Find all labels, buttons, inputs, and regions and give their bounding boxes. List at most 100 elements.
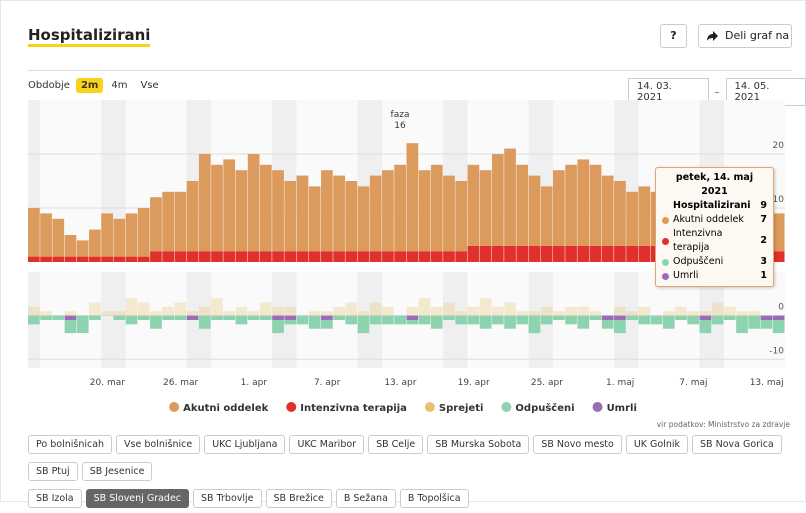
x-tick-label: 20. mar: [90, 378, 125, 388]
bar: [651, 316, 663, 325]
bar: [590, 165, 602, 246]
x-tick-label: 7. maj: [679, 378, 707, 388]
filter-button[interactable]: SB Murska Sobota: [427, 435, 529, 454]
bar: [211, 165, 223, 251]
legend-marker: [286, 402, 296, 412]
bar: [40, 257, 52, 262]
filter-button[interactable]: SB Ptuj: [28, 462, 78, 481]
bar: [590, 311, 602, 315]
bar: [248, 154, 260, 251]
bar: [236, 316, 248, 325]
bar: [455, 316, 467, 325]
filter-button[interactable]: UK Golnik: [626, 435, 688, 454]
bar: [565, 307, 577, 316]
bar: [65, 320, 77, 333]
filter-button[interactable]: B Sežana: [336, 489, 396, 508]
bar: [382, 251, 394, 262]
bar: [150, 311, 162, 315]
bar: [321, 311, 333, 315]
bar: [260, 165, 272, 251]
bar: [309, 311, 321, 315]
bar: [602, 246, 614, 262]
bar: [358, 186, 370, 251]
bar: [443, 303, 455, 316]
bar: [431, 307, 443, 316]
bar: [736, 311, 748, 315]
bar: [394, 251, 406, 262]
bar: [272, 307, 284, 316]
bar: [211, 316, 223, 320]
y-tick-label: 0: [778, 303, 784, 313]
bar: [748, 311, 760, 315]
bar: [175, 192, 187, 251]
bar: [138, 208, 150, 257]
filter-button[interactable]: UKC Maribor: [289, 435, 364, 454]
x-tick-label: 7. apr: [314, 378, 341, 388]
bar: [614, 320, 626, 333]
bar: [77, 240, 89, 256]
bar: [492, 316, 504, 325]
bar: [504, 303, 516, 316]
bar: [773, 251, 785, 262]
filter-button[interactable]: Po bolnišnicah: [28, 435, 112, 454]
filter-button[interactable]: SB Izola: [28, 489, 82, 508]
tooltip-dot: [662, 217, 669, 224]
bar: [211, 251, 223, 262]
bar: [492, 246, 504, 262]
bar: [370, 251, 382, 262]
bar: [113, 257, 125, 262]
bar: [52, 257, 64, 262]
bar: [468, 165, 480, 246]
tooltip-value: 2: [760, 234, 767, 248]
legend-marker: [501, 402, 511, 412]
bar: [700, 316, 712, 320]
filter-button[interactable]: Vse bolnišnice: [116, 435, 200, 454]
filter-button[interactable]: SB Novo mesto: [533, 435, 622, 454]
bar: [199, 316, 211, 329]
bar: [516, 316, 528, 325]
bar: [89, 303, 101, 316]
bar: [138, 303, 150, 316]
filter-button[interactable]: SB Trbovlje: [193, 489, 261, 508]
bar: [187, 311, 199, 315]
bar: [626, 311, 638, 315]
bar: [150, 197, 162, 251]
y-tick-label: -10: [769, 346, 784, 356]
bar: [321, 316, 333, 320]
legend-label: Akutni oddelek: [183, 403, 268, 414]
bar: [602, 316, 614, 320]
bar: [748, 316, 760, 329]
bar: [113, 316, 125, 320]
bar: [101, 257, 113, 262]
bar: [443, 316, 455, 320]
bar: [553, 316, 565, 320]
bar: [675, 316, 687, 320]
bar: [602, 320, 614, 329]
bar: [284, 251, 296, 262]
bar: [431, 165, 443, 251]
bar: [614, 246, 626, 262]
bar: [407, 251, 419, 262]
bar: [516, 165, 528, 246]
filter-button[interactable]: UKC Ljubljana: [204, 435, 285, 454]
legend-marker: [593, 402, 603, 412]
bar: [407, 320, 419, 324]
filter-button[interactable]: B Topolšica: [400, 489, 469, 508]
bar: [236, 251, 248, 262]
page: Hospitalizirani ? Deli graf na Obdobje 2…: [0, 0, 806, 502]
bar: [28, 307, 40, 316]
bar: [187, 251, 199, 262]
bar: [687, 311, 699, 315]
filter-button[interactable]: SB Jesenice: [82, 462, 153, 481]
filter-button[interactable]: SB Nova Gorica: [692, 435, 782, 454]
bar: [590, 246, 602, 262]
x-tick-label: 1. apr: [241, 378, 268, 388]
filter-button[interactable]: SB Celje: [368, 435, 423, 454]
filter-button[interactable]: SB Slovenj Gradec: [86, 489, 189, 508]
filter-button[interactable]: SB Brežice: [266, 489, 332, 508]
bar: [333, 307, 345, 316]
bar: [407, 143, 419, 251]
bar: [248, 311, 260, 315]
